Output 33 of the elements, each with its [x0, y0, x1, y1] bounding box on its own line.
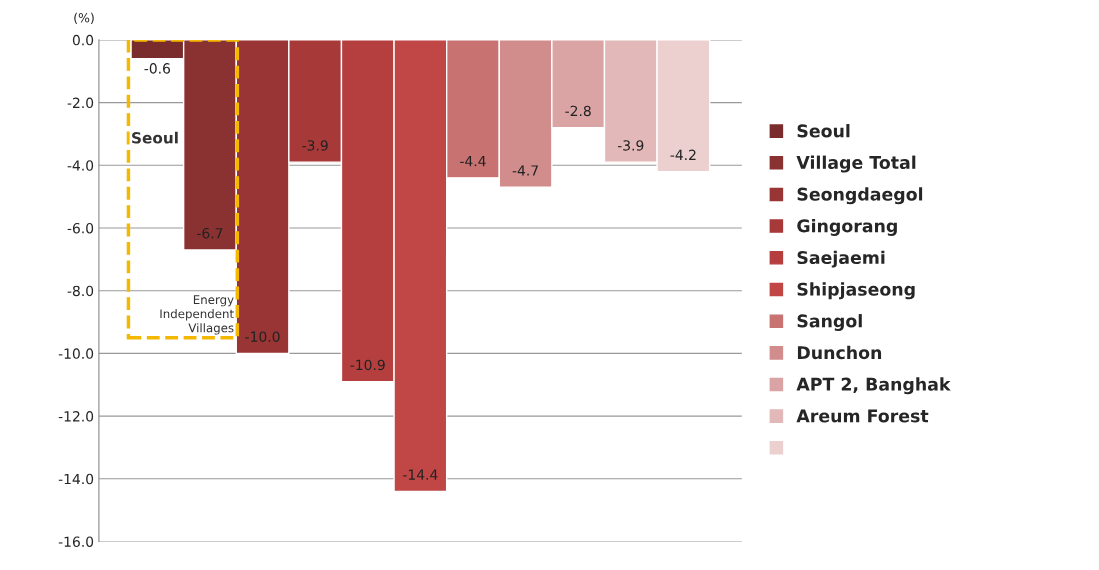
data-label: -3.9: [617, 140, 644, 151]
data-label: -4.2: [670, 149, 696, 160]
data-label: -0.6: [144, 63, 171, 74]
y-tick-label: -12.0: [58, 411, 94, 422]
data-label: -4.4: [460, 156, 486, 167]
y-tick-label: -16.0: [58, 536, 94, 547]
legend-label: Saejaemi: [797, 250, 885, 268]
legend-label: Areum Forest: [796, 409, 929, 423]
y-tick-label: -2.0: [67, 97, 94, 109]
data-label: -3.9: [302, 140, 328, 151]
data-label: -14.4: [403, 469, 438, 480]
legend-label: Seoul: [797, 124, 850, 138]
data-label: -10.9: [350, 359, 385, 371]
y-tick-label: -14.0: [58, 473, 94, 485]
legend-label: Shipjaseong: [797, 282, 915, 300]
data-label: -2.8: [565, 105, 591, 117]
y-tick-label: -6.0: [67, 222, 94, 234]
legend-label: Village Total: [796, 155, 916, 173]
y-tick-label: 0.0: [72, 34, 94, 46]
y-tick-label: -10.0: [58, 348, 94, 359]
y-tick-label: -4.0: [67, 160, 94, 171]
legend-label: Sangol: [797, 314, 862, 331]
legend-label: APT 2, Banghak: [796, 377, 951, 395]
legend-label: Gingorang: [797, 218, 897, 236]
data-label: -6.7: [197, 227, 223, 239]
annotation: Energy Independent Villages: [160, 295, 234, 335]
legend-label: Seongdaegol: [797, 187, 923, 205]
data-label: -4.7: [512, 165, 538, 176]
data-label: -10.0: [245, 331, 280, 342]
annotation: Seoul: [132, 131, 178, 144]
y-axis-title: (%): [74, 12, 94, 24]
legend-label: Dunchon: [797, 345, 882, 360]
y-tick-label: -8.0: [67, 285, 94, 297]
